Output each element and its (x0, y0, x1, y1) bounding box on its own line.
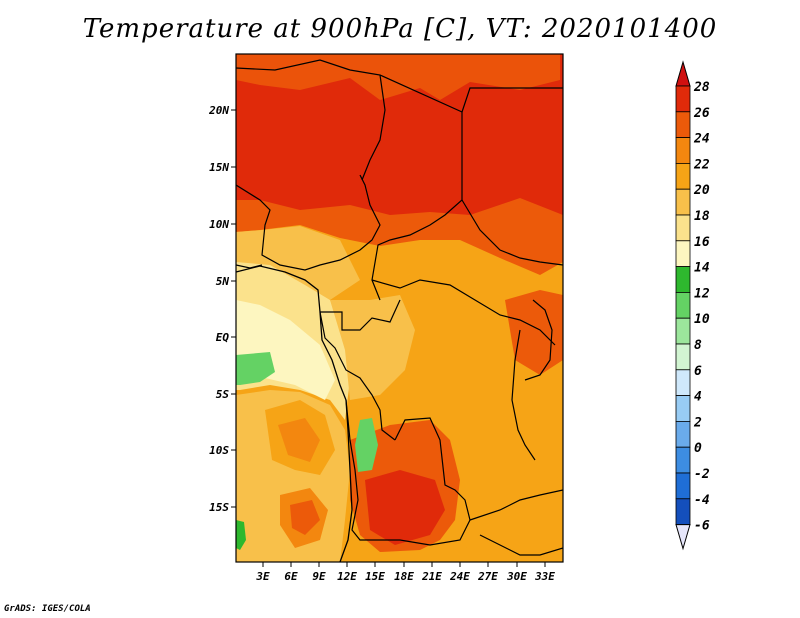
coastline (235, 265, 353, 563)
lon-label: 15E (365, 570, 385, 583)
colorbar-top-arrow (675, 60, 691, 87)
colorbar-segment (675, 291, 691, 319)
colorbar-segment (675, 137, 691, 164)
colorbar-label: 12 (694, 286, 710, 301)
colorbar-bottom-arrow (675, 524, 691, 551)
lon-label: 33E (534, 570, 555, 583)
lat-label: EQ (216, 331, 230, 344)
lat-label: 20N (208, 104, 229, 117)
colorbar-segment (675, 214, 691, 242)
chart-title: Temperature at 900hPa [C], VT: 202010140… (82, 14, 718, 44)
colorbar-segment (675, 395, 691, 422)
lon-label: 24E (449, 570, 470, 583)
country-borders (236, 59, 563, 556)
colorbar-segment (675, 111, 691, 139)
lat-label: 10N (209, 218, 229, 231)
lon-label: 9E (312, 570, 326, 583)
colorbar-label: 2 (693, 415, 702, 430)
colorbar-label: 0 (694, 441, 702, 456)
colorbar-label: -4 (694, 493, 710, 508)
colorbar-label: -6 (694, 519, 710, 534)
colorbar-label: 22 (693, 157, 710, 172)
lat-label: 5S (216, 388, 230, 401)
colorbar-label: 16 (694, 235, 710, 250)
colorbar-label: 4 (694, 390, 702, 405)
colorbar-label: 26 (693, 106, 710, 121)
colorbar-segment (675, 317, 691, 345)
temperature-field (236, 54, 563, 562)
colorbar-segment (675, 266, 691, 293)
colorbar-segment (675, 472, 691, 500)
lat-label: 10S (209, 444, 229, 457)
colorbar-segment (675, 188, 691, 216)
lat-axis: 20N 15N 10N 5N EQ 5S 10S 15S (208, 104, 236, 514)
lon-label: 12E (337, 570, 357, 583)
colorbar-label: 6 (694, 364, 702, 379)
grads-credit: GrADS: IGES/COLA (4, 604, 91, 614)
colorbar-segment (675, 498, 691, 525)
lat-label: 15N (209, 161, 229, 174)
lon-label: 27E (477, 570, 498, 583)
lon-label: 6E (284, 570, 298, 583)
colorbar-segment (675, 446, 691, 474)
colorbar-label: 24 (693, 132, 710, 147)
colorbar-segment (675, 369, 691, 396)
lon-label: 18E (394, 570, 414, 583)
lat-label: 5N (216, 275, 230, 288)
colorbar-label: 10 (694, 312, 710, 327)
colorbar-label: 28 (693, 80, 710, 95)
lon-label: 21E (421, 570, 442, 583)
colorbar-segment (675, 85, 691, 113)
lon-label: 3E (255, 570, 270, 583)
lon-label: 30E (506, 570, 527, 583)
colorbar-label: 20 (693, 183, 710, 198)
colorbar-segment (675, 343, 691, 371)
lat-label: 15S (209, 501, 229, 514)
lon-axis: 3E 6E 9E 12E 15E 18E 21E 24E 27E 30E 33E (255, 562, 555, 583)
colorbar-label: -2 (694, 467, 710, 482)
colorbar-segment (675, 240, 691, 268)
colorbar-label: 14 (694, 261, 710, 276)
colorbar-segment (675, 420, 691, 448)
map-frame (235, 53, 564, 563)
colorbar-label: 8 (694, 338, 702, 353)
colorbar-label: 18 (694, 209, 710, 224)
colorbar-segment (675, 162, 691, 190)
